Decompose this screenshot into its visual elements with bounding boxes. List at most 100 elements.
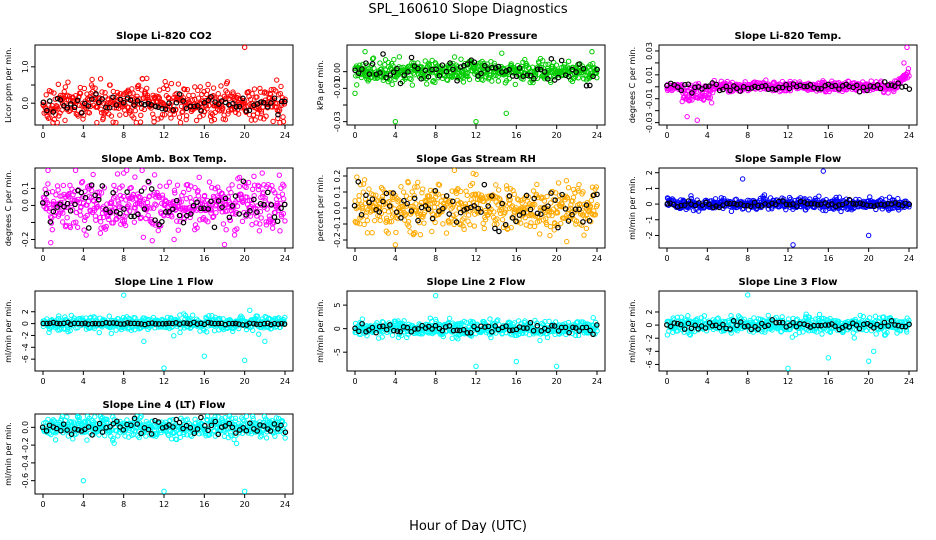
data-point bbox=[499, 50, 505, 56]
reference-point bbox=[699, 86, 705, 92]
x-tick-label: 0 bbox=[352, 377, 357, 386]
panel-4: Slope Amb. Box Temp.degrees C per min.0 4… bbox=[4, 154, 294, 263]
reference-point bbox=[544, 76, 551, 82]
outlier-point bbox=[564, 238, 570, 245]
x-tick-label: 16 bbox=[199, 254, 209, 263]
data-point bbox=[49, 226, 55, 233]
data-point bbox=[174, 182, 181, 188]
data-point bbox=[177, 329, 183, 336]
reference-point bbox=[71, 104, 78, 111]
data-point bbox=[225, 111, 231, 117]
data-point bbox=[43, 92, 49, 98]
reference-point bbox=[264, 103, 271, 110]
data-point bbox=[369, 56, 376, 62]
data-point bbox=[134, 83, 141, 90]
outlier-point bbox=[503, 110, 509, 117]
data-point bbox=[131, 115, 137, 121]
data-point bbox=[544, 193, 550, 200]
data-point bbox=[480, 77, 486, 83]
data-point bbox=[138, 112, 144, 119]
reference-point bbox=[832, 82, 839, 89]
x-tick-label: 12 bbox=[471, 377, 481, 386]
reference-point bbox=[85, 225, 92, 231]
reference-point bbox=[555, 74, 562, 81]
data-point bbox=[429, 228, 435, 235]
data-point bbox=[102, 89, 108, 96]
data-point bbox=[258, 110, 265, 116]
reference-point bbox=[145, 100, 151, 107]
reference-point bbox=[425, 73, 432, 80]
data-point bbox=[763, 77, 769, 83]
reference-point bbox=[208, 94, 214, 100]
data-point bbox=[251, 173, 257, 180]
reference-point bbox=[78, 109, 85, 116]
data-point bbox=[132, 174, 138, 180]
reference-point bbox=[723, 83, 730, 90]
data-point bbox=[471, 223, 478, 229]
outlier-point bbox=[694, 117, 700, 123]
x-tick-label: 0 bbox=[352, 254, 357, 263]
data-point bbox=[901, 76, 907, 82]
x-tick-label: 0 bbox=[40, 377, 45, 386]
reference-point bbox=[541, 69, 548, 75]
reference-point bbox=[450, 66, 456, 73]
plot-frame bbox=[346, 44, 606, 126]
x-tick-label: 16 bbox=[511, 254, 521, 263]
data-point bbox=[89, 76, 95, 83]
figure-title: SPL_160610 Slope Diagnostics bbox=[368, 2, 567, 17]
data-point bbox=[179, 109, 185, 116]
data-point bbox=[421, 220, 427, 226]
data-point bbox=[478, 73, 484, 79]
data-point bbox=[107, 82, 113, 88]
data-point bbox=[132, 108, 138, 114]
x-tick-label: 16 bbox=[199, 131, 209, 140]
outlier-point bbox=[790, 242, 796, 248]
x-tick-label: 8 bbox=[433, 254, 438, 263]
reference-point bbox=[537, 66, 544, 73]
data-point bbox=[236, 183, 243, 190]
reference-point bbox=[885, 82, 891, 88]
data-point bbox=[263, 113, 269, 119]
data-point bbox=[687, 97, 693, 103]
data-point bbox=[65, 79, 71, 85]
reference-point bbox=[503, 68, 510, 74]
data-point bbox=[98, 106, 104, 112]
reference-point bbox=[769, 85, 776, 92]
y-tick-label: 2 bbox=[21, 309, 30, 314]
data-point bbox=[213, 210, 219, 216]
reference-point bbox=[752, 83, 758, 90]
data-point bbox=[157, 183, 163, 189]
reference-point bbox=[201, 100, 208, 106]
data-point bbox=[163, 183, 170, 189]
x-tick-label: 4 bbox=[81, 131, 86, 140]
data-point bbox=[389, 332, 396, 338]
reference-point bbox=[454, 77, 460, 84]
data-point bbox=[168, 115, 174, 121]
y-tick-label: 0.01 bbox=[645, 66, 654, 84]
reference-point bbox=[74, 97, 81, 104]
reference-point bbox=[745, 85, 751, 92]
reference-point bbox=[776, 84, 782, 91]
data-point bbox=[208, 118, 215, 124]
data-point bbox=[464, 70, 470, 76]
data-point bbox=[464, 192, 470, 199]
reference-point bbox=[818, 85, 824, 92]
x-tick-label: 4 bbox=[393, 377, 398, 386]
data-point bbox=[470, 170, 476, 177]
outlier-point bbox=[241, 44, 248, 51]
panel-title: Slope Li-820 Pressure bbox=[414, 31, 537, 42]
reference-point bbox=[369, 61, 376, 67]
y-tick-label: -0.1 bbox=[333, 216, 342, 232]
reference-point bbox=[906, 86, 913, 92]
data-point bbox=[151, 172, 158, 178]
reference-point bbox=[682, 81, 688, 88]
data-point bbox=[110, 119, 116, 125]
data-point bbox=[135, 82, 142, 88]
reference-point bbox=[180, 98, 186, 104]
reference-point bbox=[271, 214, 278, 220]
reference-point bbox=[113, 102, 120, 108]
data-point bbox=[259, 170, 265, 176]
